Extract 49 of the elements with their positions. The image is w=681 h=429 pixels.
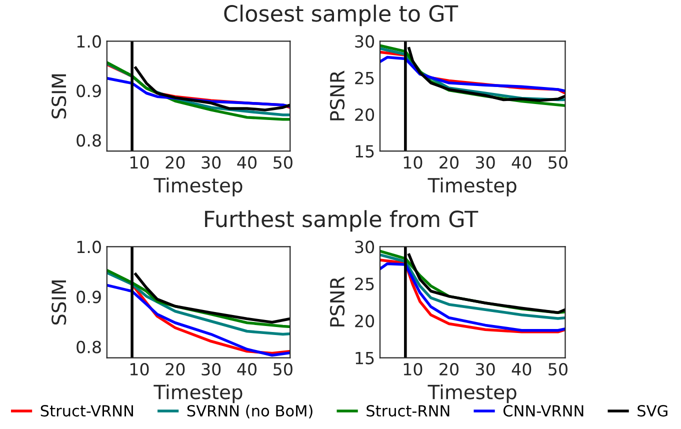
y-axis-title: SSIM [52, 74, 66, 118]
text: Closest sample to GT [224, 4, 458, 26]
y-tick-label: 20 [355, 108, 374, 121]
x-tick-label: 30 [476, 156, 495, 169]
x-tick-label: 40 [237, 156, 256, 169]
y-tick-label: 20 [355, 314, 374, 328]
text: Furthest sample from GT [205, 210, 478, 232]
y-tick-label: 0.8 [76, 134, 101, 147]
x-axis-title: Timestep [428, 178, 516, 196]
y-axis-title: PSNR [330, 70, 345, 120]
x-tick-label: 10 [130, 156, 149, 169]
y-tick-label: 0.8 [76, 340, 101, 354]
x-tick-label: 30 [476, 362, 495, 376]
y-tick-label: 15 [356, 145, 374, 158]
y-tick-label: 15 [356, 352, 374, 364]
legend-label: Struct-RNN [366, 405, 450, 417]
x-tick-label: 40 [237, 362, 256, 376]
y-tick-label: 30 [355, 240, 374, 254]
y-tick-label: 1.0 [77, 240, 101, 254]
x-tick-label: 50 [274, 362, 292, 376]
x-axis-title: Timestep [154, 178, 242, 196]
y-tick-label: 0.9 [76, 84, 101, 98]
x-tick-label: 50 [274, 156, 292, 169]
x-tick-label: 10 [404, 362, 422, 376]
legend-label: CNN-VRNN [503, 405, 584, 417]
x-tick-label: 30 [202, 156, 221, 169]
x-tick-label: 30 [202, 362, 221, 376]
x-axis-title: Timestep [428, 384, 516, 404]
y-tick-label: 1.0 [77, 35, 101, 48]
y-axis-title: PSNR [330, 276, 345, 326]
x-tick-label: 20 [440, 156, 459, 169]
x-tick-label: 50 [548, 156, 568, 169]
x-tick-label: 10 [130, 362, 149, 376]
x-tick-label: 40 [512, 156, 532, 169]
y-tick-label: 25 [355, 72, 374, 84]
x-tick-label: 40 [512, 362, 532, 376]
y-tick-label: 25 [355, 278, 374, 290]
y-tick-label: 0.9 [76, 290, 101, 304]
x-tick-label: 20 [166, 156, 185, 169]
legend-label: SVG [638, 405, 668, 417]
y-axis-title: SSIM [52, 280, 66, 325]
y-tick-label: 30 [355, 35, 374, 48]
legend-label: SVRNN (no BoM) [187, 404, 312, 418]
x-tick-label: 50 [548, 362, 568, 376]
x-tick-label: 10 [404, 156, 422, 169]
legend-label: Struct-VRNN [40, 405, 133, 417]
x-tick-label: 20 [166, 362, 185, 376]
x-tick-label: 20 [440, 362, 459, 376]
x-axis-title: Timestep [154, 384, 242, 404]
